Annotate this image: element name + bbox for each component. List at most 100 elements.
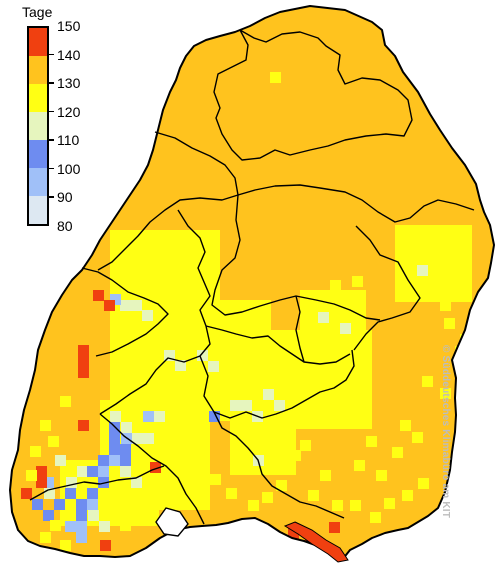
grid-cell bbox=[406, 236, 417, 247]
grid-cell bbox=[144, 422, 155, 433]
grid-cell bbox=[187, 230, 198, 241]
grid-cell bbox=[240, 363, 251, 374]
grid-cell bbox=[188, 433, 199, 444]
grid-cell bbox=[417, 247, 428, 258]
grid-cell bbox=[199, 499, 210, 510]
grid-cell bbox=[78, 420, 89, 431]
grid-cell bbox=[78, 345, 89, 356]
grid-cell bbox=[121, 351, 132, 362]
grid-cell bbox=[274, 453, 285, 464]
grid-cell bbox=[311, 301, 322, 312]
grid-cell bbox=[209, 241, 220, 252]
grid-cell bbox=[352, 404, 363, 415]
grid-cell bbox=[98, 477, 109, 488]
grid-cell bbox=[188, 488, 199, 499]
grid-cell bbox=[110, 252, 121, 263]
grid-cell bbox=[262, 363, 273, 374]
grid-cell bbox=[406, 258, 417, 269]
grid-cell bbox=[444, 318, 455, 329]
grid-cell bbox=[395, 225, 406, 236]
grid-cell bbox=[428, 269, 439, 280]
grid-cell bbox=[110, 351, 121, 362]
grid-cell bbox=[187, 329, 198, 340]
grid-cell bbox=[227, 355, 238, 366]
grid-cell bbox=[322, 290, 333, 301]
grid-cell bbox=[121, 274, 132, 285]
grid-cell bbox=[121, 230, 132, 241]
grid-cell bbox=[176, 373, 187, 384]
grid-cell bbox=[132, 285, 143, 296]
grid-cell bbox=[274, 431, 285, 442]
grid-cell bbox=[104, 482, 115, 493]
grid-cell bbox=[65, 521, 76, 532]
grid-cell bbox=[155, 444, 166, 455]
grid-cell bbox=[361, 363, 372, 374]
grid-cell bbox=[175, 360, 186, 371]
grid-cell bbox=[406, 225, 417, 236]
grid-cell bbox=[166, 411, 177, 422]
grid-cell bbox=[241, 400, 252, 411]
grid-cell bbox=[240, 374, 251, 385]
grid-cell bbox=[199, 455, 210, 466]
grid-cell bbox=[395, 280, 406, 291]
grid-cell bbox=[154, 241, 165, 252]
grid-cell bbox=[251, 341, 262, 352]
grid-cell bbox=[306, 396, 317, 407]
grid-cell bbox=[187, 241, 198, 252]
grid-cell bbox=[461, 225, 472, 236]
grid-cell bbox=[132, 340, 143, 351]
grid-cell bbox=[285, 420, 296, 431]
grid-cell bbox=[439, 280, 450, 291]
exclave-boundary bbox=[155, 507, 189, 537]
grid-cell bbox=[198, 373, 209, 384]
grid-cell bbox=[148, 482, 159, 493]
grid-cell bbox=[417, 280, 428, 291]
grid-cell bbox=[417, 265, 428, 276]
grid-cell bbox=[355, 290, 366, 301]
grid-cell bbox=[210, 474, 221, 485]
grid-cell bbox=[240, 352, 251, 363]
grid-cell bbox=[227, 333, 238, 344]
grid-cell bbox=[143, 351, 154, 362]
grid-cell bbox=[187, 318, 198, 329]
grid-cell bbox=[274, 420, 285, 431]
grid-cell bbox=[165, 296, 176, 307]
legend-swatch bbox=[29, 112, 47, 140]
grid-cell bbox=[205, 355, 216, 366]
grid-cell bbox=[344, 334, 355, 345]
grid-cell bbox=[126, 515, 137, 526]
grid-cell bbox=[165, 373, 176, 384]
grid-cell bbox=[333, 323, 344, 334]
grid-cell bbox=[439, 236, 450, 247]
grid-cell bbox=[143, 433, 154, 444]
grid-cell bbox=[251, 330, 262, 341]
grid-cell bbox=[187, 384, 198, 395]
grid-cell bbox=[306, 352, 317, 363]
legend-swatch bbox=[29, 28, 47, 56]
grid-cell bbox=[98, 455, 109, 466]
grid-cell bbox=[317, 341, 328, 352]
grid-cell bbox=[143, 285, 154, 296]
grid-cell bbox=[100, 411, 111, 422]
grid-cell bbox=[132, 274, 143, 285]
grid-cell bbox=[260, 300, 271, 311]
grid-cell bbox=[209, 274, 220, 285]
grid-cell bbox=[144, 400, 155, 411]
grid-cell bbox=[328, 352, 339, 363]
grid-cell bbox=[154, 362, 165, 373]
grid-cell bbox=[273, 352, 284, 363]
grid-cell bbox=[115, 482, 126, 493]
grid-cell bbox=[273, 363, 284, 374]
grid-cell bbox=[300, 334, 311, 345]
grid-cell bbox=[177, 433, 188, 444]
grid-cell bbox=[154, 329, 165, 340]
grid-cell bbox=[187, 351, 198, 362]
grid-cell bbox=[227, 300, 238, 311]
grid-cell bbox=[82, 482, 93, 493]
grid-cell bbox=[177, 444, 188, 455]
grid-cell bbox=[110, 241, 121, 252]
grid-cell bbox=[317, 407, 328, 418]
grid-cell bbox=[428, 258, 439, 269]
grid-cell bbox=[205, 344, 216, 355]
grid-cell bbox=[93, 493, 104, 504]
